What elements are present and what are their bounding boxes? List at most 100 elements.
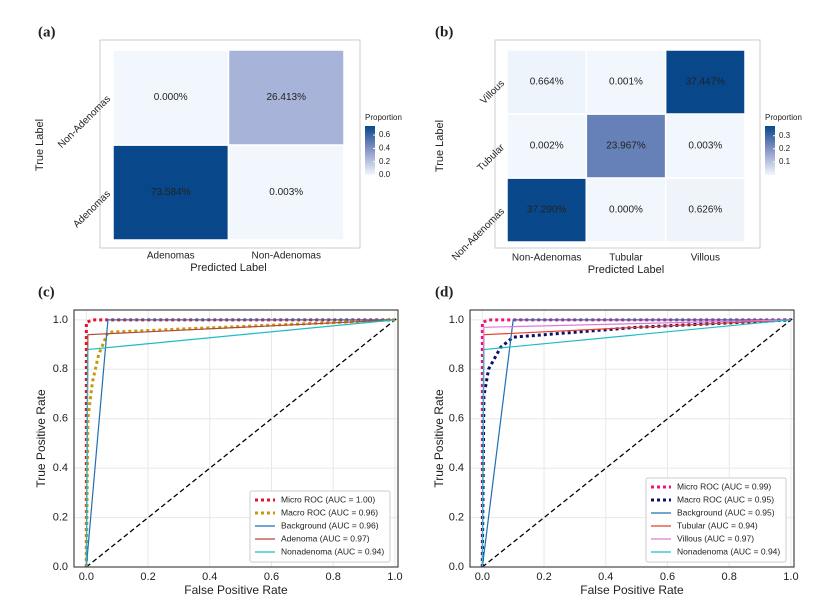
heat-cell: [585, 49, 667, 115]
colorbar-tick-label: 0.2: [779, 144, 791, 153]
legend-label: Background (AUC = 0.95): [677, 507, 775, 517]
heat-cell: [664, 49, 746, 115]
x-tick-label: Tubular: [609, 253, 643, 264]
x-tick-label: 0.8: [326, 571, 341, 583]
cell-label: 0.002%: [530, 141, 564, 152]
legend-label: Micro ROC (AUC = 0.99): [677, 481, 771, 491]
x-tick-label: 1.0: [387, 571, 402, 583]
y-tick-label: Non-Adenomas: [450, 206, 507, 263]
y-tick-label: 0.4: [53, 462, 68, 474]
y-tick-label: 0.4: [449, 462, 464, 474]
legend-label: Micro ROC (AUC = 1.00): [281, 494, 375, 504]
plot-frame: [73, 309, 399, 568]
legend-label: Villous (AUC = 0.97): [677, 533, 754, 543]
colorbar-tick-label: 0.3: [779, 131, 791, 140]
y-tick-label: 0.2: [53, 511, 68, 523]
cell-label: 0.003%: [269, 187, 303, 198]
roc-line: [84, 318, 395, 568]
heat-cell: [585, 177, 667, 243]
y-tick-label: 0.0: [53, 561, 68, 573]
y-tick-label: Adenomas: [71, 189, 113, 231]
colorbar: [365, 126, 375, 175]
legend-box: [249, 490, 391, 563]
chance-line: [85, 316, 399, 568]
cell-label: 0.003%: [688, 141, 722, 152]
cell-label: 73.584%: [151, 187, 191, 198]
y-tick-label: Non-Adenomas: [56, 94, 113, 151]
colorbar-tick-label: 0.1: [779, 157, 791, 166]
heat-cell: [506, 49, 588, 115]
x-tick-label: 0.2: [140, 571, 155, 583]
colorbar-tick-label: 0.2: [379, 157, 391, 166]
x-tick-label: 0.2: [536, 571, 551, 583]
colorbar-tick-label: 0.4: [379, 143, 391, 152]
roc-line: [480, 318, 791, 568]
panel-label: (c): [38, 284, 55, 300]
x-axis-title: False Positive Rate: [184, 583, 288, 597]
y-tick-label: 0.6: [449, 413, 464, 425]
legend-label: Adenoma (AUC = 0.97): [281, 533, 370, 543]
legend-label: Macro ROC (AUC = 0.95): [677, 494, 774, 504]
x-tick-label: 0.0: [79, 571, 94, 583]
panel-label: (b): [435, 24, 453, 40]
x-tick-label: 0.4: [202, 571, 217, 583]
y-tick-label: 0.8: [449, 363, 464, 375]
x-tick-label: 0.4: [598, 571, 613, 583]
y-tick-label: Villous: [479, 78, 507, 106]
x-tick-label: 0.0: [475, 571, 490, 583]
x-axis-title: False Positive Rate: [580, 583, 684, 597]
x-tick-label: 0.8: [722, 571, 737, 583]
colorbar-tick-label: 0.6: [379, 130, 391, 139]
cell-label: 37.447%: [686, 77, 726, 88]
legend-label: Tubular (AUC = 0.94): [677, 520, 758, 530]
heat-cell: [506, 177, 588, 243]
x-tick-label: Non-Adenomas: [512, 253, 581, 264]
cell-label: 0.664%: [530, 77, 564, 88]
roc-line: [85, 319, 395, 568]
colorbar: [765, 126, 775, 175]
x-tick-label: Villous: [691, 253, 720, 264]
x-tick-label: 0.6: [660, 571, 675, 583]
y-axis-title: True Positive Rate: [432, 389, 446, 488]
cell-label: 0.000%: [154, 92, 188, 103]
cell-label: 26.413%: [267, 92, 307, 103]
cell-label: 23.967%: [606, 141, 646, 152]
colorbar-title: Proportion: [365, 113, 402, 122]
cell-label: 0.001%: [609, 77, 643, 88]
legend-label: Background (AUC = 0.96): [281, 520, 379, 530]
colorbar-tick-label: 0.0: [379, 170, 391, 179]
roc-line: [481, 319, 791, 568]
panel-label: (d): [435, 284, 453, 300]
y-axis-title: True Label: [434, 120, 446, 172]
y-axis-title: True Label: [34, 119, 46, 171]
y-tick-label: 0.8: [53, 363, 68, 375]
chance-line: [481, 316, 795, 568]
cell-label: 0.626%: [688, 205, 722, 216]
plot-frame: [469, 309, 795, 568]
y-tick-label: 1.0: [53, 314, 68, 326]
legend-label: Nonadenoma (AUC = 0.94): [281, 546, 384, 556]
x-tick-label: Adenomas: [147, 251, 195, 262]
x-tick-label: Non-Adenomas: [252, 251, 321, 262]
x-tick-label: 0.6: [264, 571, 279, 583]
heat-cell: [227, 144, 345, 241]
roc-line: [85, 319, 395, 568]
x-axis-title: Predicted Label: [190, 262, 266, 274]
x-axis-title: Predicted Label: [588, 264, 664, 276]
y-tick-label: 0.2: [449, 511, 464, 523]
panel-border: [99, 39, 361, 249]
heat-cell: [227, 49, 345, 146]
cell-label: 37.290%: [527, 205, 567, 216]
y-tick-label: 0.6: [53, 413, 68, 425]
y-tick-label: 1.0: [449, 314, 464, 326]
colorbar-title: Proportion: [765, 113, 802, 122]
y-axis-title: True Positive Rate: [34, 389, 48, 488]
y-tick-label: 0.0: [449, 561, 464, 573]
panel-label: (a): [38, 24, 56, 40]
legend-box: [645, 477, 787, 563]
legend-label: Macro ROC (AUC = 0.96): [281, 507, 378, 517]
cell-label: 0.000%: [609, 205, 643, 216]
x-tick-label: 1.0: [783, 571, 798, 583]
y-tick-label: Tubular: [475, 142, 507, 174]
